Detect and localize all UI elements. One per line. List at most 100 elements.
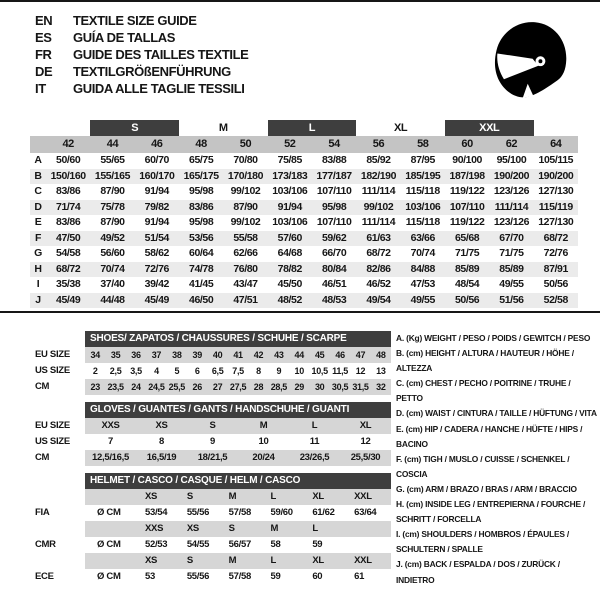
language-title: GUIDA ALLE TAGLIE TESSILI — [73, 81, 245, 96]
measure-value-cell: 95/100 — [496, 154, 527, 166]
size-number-cell: 64 — [533, 136, 578, 153]
measure-value-cell: 46/50 — [178, 292, 224, 308]
value-cell: 9 — [276, 366, 282, 376]
value-cell: 30 — [314, 382, 325, 392]
value-cell: 57/58 — [228, 571, 252, 582]
row-band: 34 35 36 37 38 39 40 41 42 43 44 45 46 47 48 — [85, 347, 391, 363]
top-border-line — [0, 0, 600, 2]
measure-value-cell: 72/76 — [543, 247, 569, 259]
measure-value-cell: 49/55 — [400, 292, 445, 308]
size-number-cell: 58 — [400, 136, 445, 153]
size-number-cell: 54 — [311, 136, 357, 153]
value-cell: M — [228, 491, 237, 502]
shoes-rows: EU SIZE 34 35 36 37 38 39 40 41 42 43 44 45 46 47 48 US … — [32, 347, 578, 395]
value-cell: 38 — [172, 350, 182, 360]
value-cell: 9 — [210, 436, 215, 447]
helmet-rows: XS S M L XL XXL FIA Ø CM 53/54 55/56 57/58 59/60 61/… — [32, 489, 578, 585]
measure-value-cell: 99/102 — [230, 216, 261, 228]
value-cell: L — [311, 420, 318, 431]
value-cell: M — [270, 523, 279, 534]
value-cell: 12 — [355, 366, 366, 376]
measure-value-cell: 44/48 — [90, 292, 135, 308]
measure-value-cell: 99/102 — [230, 185, 261, 197]
measure-value-cell: 85/89 — [489, 261, 534, 277]
value-cell: 42 — [253, 350, 264, 360]
value-cell: 57/58 — [228, 507, 252, 518]
measure-letter-cell: C — [34, 185, 42, 197]
measure-letter-cell: A — [34, 154, 42, 166]
language-row: IT GUIDA ALLE TAGLIE TESSILI — [35, 80, 248, 97]
value-cell: 61 — [354, 571, 365, 582]
size-number-cell: 60 — [444, 136, 490, 153]
measure-value-cell: 48/54 — [454, 278, 480, 290]
measure-value-cell: 111/114 — [361, 216, 396, 228]
measure-letter-cell: E — [34, 216, 42, 228]
measure-value-cell: 107/110 — [444, 199, 490, 215]
measure-value-cell: 62/66 — [233, 247, 258, 259]
value-cell: 13 — [376, 366, 386, 376]
size-number-cell: 50 — [223, 136, 268, 153]
measure-value-cell: 71/74 — [46, 199, 91, 215]
language-title: TEXTILE SIZE GUIDE — [73, 13, 197, 28]
value-cell: 24,5 — [148, 382, 165, 392]
measure-value-cell: 185/195 — [400, 168, 445, 184]
row-band: Ø CM 53/54 55/56 57/58 59/60 61/62 63/64 — [85, 505, 391, 521]
value-cell: 10 — [294, 366, 305, 376]
measure-value-cell: 190/200 — [533, 168, 578, 184]
measure-value-cell: 90/100 — [452, 154, 482, 166]
measure-value-cell: 83/88 — [321, 154, 347, 166]
value-cell: 39 — [192, 350, 203, 360]
value-cell: 37 — [151, 350, 162, 360]
measure-value-cell: 61/63 — [356, 230, 401, 246]
measure-value-cell: 155/165 — [90, 168, 135, 184]
value-cell: 27 — [212, 382, 223, 392]
size-row: EU SIZE XXS XS S M L XL — [32, 418, 578, 434]
measure-value-cell: 165/175 — [178, 168, 224, 184]
row-label: ECE — [35, 571, 54, 582]
measure-value-cell: 47/53 — [410, 278, 436, 290]
value-cell: 31,5 — [352, 382, 369, 392]
row-band: 7 8 9 10 11 12 — [85, 434, 391, 450]
measure-value-cell: 51/54 — [134, 230, 179, 246]
language-row: FR GUIDE DES TAILLES TEXTILE — [35, 46, 249, 63]
measure-value-cell: 68/72 — [533, 230, 578, 246]
measure-value-cell: 107/110 — [316, 216, 352, 228]
value-cell: 36 — [131, 350, 141, 360]
measure-value-cell: 91/94 — [144, 216, 170, 228]
size-row: CMR Ø CM 52/53 54/55 56/57 58 59 — [32, 537, 578, 553]
main-size-table-body: S M L XL XXL 42 44 46 48 50 52 54 56 58 60 62 64 A 50/60 55… — [30, 120, 578, 308]
value-cell: 10 — [258, 436, 269, 447]
measure-value-cell: 85/92 — [366, 154, 391, 166]
value-cell: 56/57 — [228, 539, 252, 550]
measure-value-cell: 99/102 — [356, 199, 401, 215]
measure-value-cell: 68/72 — [366, 247, 391, 259]
measure-value-cell: 49/52 — [90, 230, 135, 246]
row-band: XXS XS S M L XL — [85, 418, 391, 434]
unit-cell — [85, 521, 140, 537]
row-label: CM — [35, 381, 50, 392]
row-label: US SIZE — [35, 365, 70, 376]
measurement-legend: A. (Kg) WEIGHT / PESO / POIDS / GEWITCH … — [396, 331, 598, 588]
measure-value-cell: 66/70 — [321, 247, 347, 259]
legend-item: E. (cm) HIP / CADERA / HANCHE / HÜFTE / … — [396, 423, 583, 449]
value-cell: 59 — [312, 539, 323, 550]
value-cell: L — [270, 555, 276, 566]
value-cell: XS — [186, 523, 199, 534]
value-cell: 35 — [110, 350, 121, 360]
value-cell: 11,5 — [332, 366, 348, 376]
language-code: DE — [35, 64, 53, 79]
value-cell: 61/62 — [312, 507, 335, 518]
measure-value-cell: 123/126 — [493, 185, 530, 197]
measure-value-cell: 47/51 — [223, 292, 268, 308]
value-cell: 59 — [270, 571, 281, 582]
measure-value-cell: 123/126 — [493, 216, 530, 228]
value-cell: XXS — [101, 420, 120, 431]
language-code: EN — [35, 13, 53, 28]
corner-cell — [30, 120, 46, 136]
unit-cell — [85, 553, 140, 569]
row-label: EU SIZE — [35, 420, 70, 431]
measure-value-cell: 50/56 — [444, 292, 490, 308]
value-cell: 12 — [360, 436, 371, 447]
value-cell: 23/26,5 — [299, 452, 330, 463]
